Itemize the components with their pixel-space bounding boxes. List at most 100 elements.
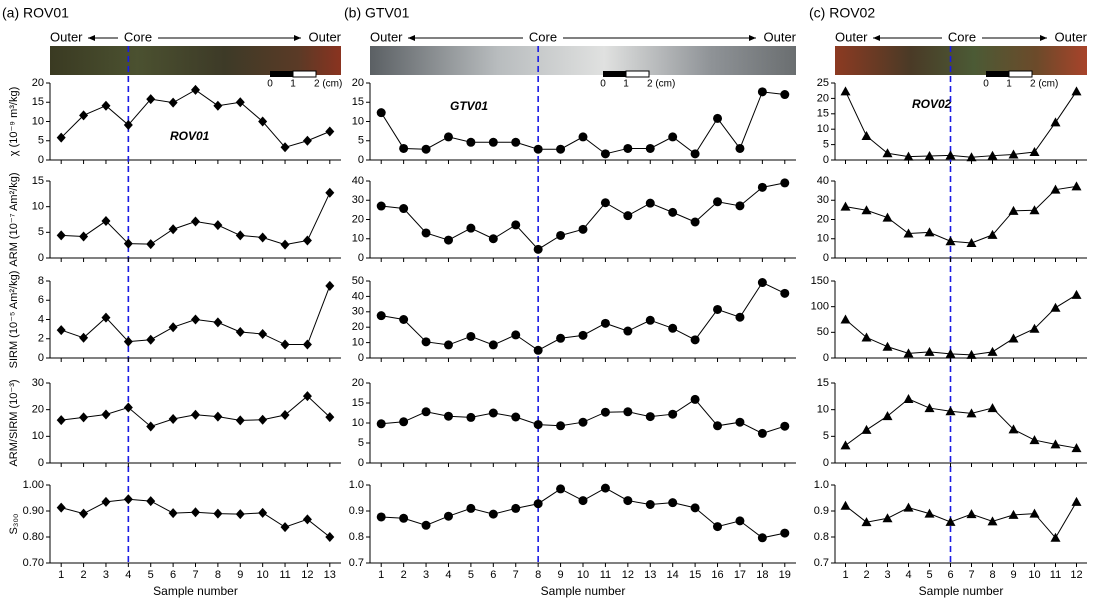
- y-tick-label: 0.7: [814, 557, 829, 569]
- marker: [466, 138, 475, 147]
- x-tick-label: 4: [905, 569, 911, 581]
- y-tick-label: 20: [352, 213, 364, 225]
- marker: [146, 496, 155, 506]
- marker: [841, 440, 851, 449]
- y-tick-label: 4: [38, 313, 44, 325]
- scale-label: 2 (cm): [314, 79, 342, 90]
- x-tick-label: 18: [756, 569, 768, 581]
- marker: [1051, 303, 1061, 312]
- x-tick-label: 1: [842, 569, 848, 581]
- x-tick-label: 7: [192, 569, 198, 581]
- marker: [601, 484, 610, 493]
- x-tick-label: 10: [577, 569, 589, 581]
- core-image: [370, 46, 796, 75]
- marker: [668, 132, 677, 141]
- y-tick-label: 15: [32, 96, 44, 108]
- y-tick-label: 0: [358, 352, 364, 364]
- x-tick-label: 2: [863, 569, 869, 581]
- y-tick-label: 15: [352, 96, 364, 108]
- marker: [191, 85, 200, 95]
- y-tick-label: 0: [38, 154, 44, 166]
- scale-label: 1: [1006, 79, 1012, 90]
- marker: [534, 346, 543, 355]
- x-tick-label: 7: [513, 569, 519, 581]
- x-tick-label: 9: [558, 569, 564, 581]
- marker: [444, 412, 453, 421]
- core-label: Outer: [1054, 29, 1087, 44]
- marker: [780, 178, 789, 187]
- marker: [780, 422, 789, 431]
- marker: [668, 410, 677, 419]
- marker: [862, 425, 872, 434]
- y-tick-label: 0: [38, 457, 44, 469]
- marker: [281, 340, 290, 350]
- marker: [399, 315, 408, 324]
- marker: [281, 240, 290, 250]
- marker: [213, 412, 222, 422]
- scale-bar: [270, 71, 293, 77]
- marker: [1072, 497, 1082, 506]
- x-tick-label: 13: [644, 569, 656, 581]
- marker: [57, 230, 66, 240]
- marker: [444, 512, 453, 521]
- y-tick-label: 20: [352, 377, 364, 389]
- x-tick-label: 6: [947, 569, 953, 581]
- x-tick-label: 8: [989, 569, 995, 581]
- core-image: [835, 46, 1087, 75]
- x-tick-label: 8: [535, 569, 541, 581]
- marker: [713, 197, 722, 206]
- marker: [422, 521, 431, 530]
- marker: [758, 533, 767, 542]
- marker: [883, 513, 893, 522]
- marker: [325, 532, 334, 542]
- data-line: [381, 399, 785, 433]
- marker: [466, 504, 475, 513]
- marker: [191, 410, 200, 420]
- marker: [646, 316, 655, 325]
- marker: [325, 188, 334, 198]
- marker: [556, 145, 565, 154]
- scale-label: 2 (cm): [1030, 79, 1058, 90]
- marker: [780, 529, 789, 538]
- marker: [713, 421, 722, 430]
- marker: [735, 313, 744, 322]
- y-tick-label: 30: [352, 194, 364, 206]
- marker: [883, 342, 893, 351]
- marker: [713, 305, 722, 314]
- y-tick-label: 0.8: [349, 531, 364, 543]
- marker: [668, 498, 677, 507]
- core-label: Outer: [370, 29, 403, 44]
- y-tick-label: 20: [352, 77, 364, 89]
- marker: [713, 522, 722, 531]
- marker: [511, 504, 520, 513]
- marker: [841, 86, 851, 95]
- panel-title: (c) ROV02: [809, 5, 875, 21]
- y-tick-label: 2: [38, 333, 44, 345]
- data-line: [381, 488, 785, 538]
- marker: [399, 417, 408, 426]
- x-tick-label: 12: [622, 569, 634, 581]
- y-tick-label: 1.0: [814, 479, 829, 491]
- core-label: Outer: [835, 29, 868, 44]
- scale-label: 1: [623, 79, 629, 90]
- marker: [623, 496, 632, 505]
- marker: [579, 496, 588, 505]
- marker: [422, 145, 431, 154]
- core-label: Core: [124, 29, 152, 44]
- y-tick-label: 20: [32, 77, 44, 89]
- y-tick-label: 5: [38, 135, 44, 147]
- scale-label: 2 (cm): [647, 79, 675, 90]
- y-tick-label: 1.00: [23, 479, 44, 491]
- y-tick-label: 5: [823, 430, 829, 442]
- marker: [862, 131, 872, 140]
- marker: [946, 150, 956, 159]
- marker: [579, 225, 588, 234]
- x-tick-label: 10: [257, 569, 269, 581]
- marker: [841, 501, 851, 510]
- x-tick-label: 2: [401, 569, 407, 581]
- marker: [883, 148, 893, 157]
- marker: [534, 145, 543, 154]
- marker: [169, 508, 178, 518]
- y-tick-label: 0: [823, 154, 829, 166]
- marker: [258, 232, 267, 242]
